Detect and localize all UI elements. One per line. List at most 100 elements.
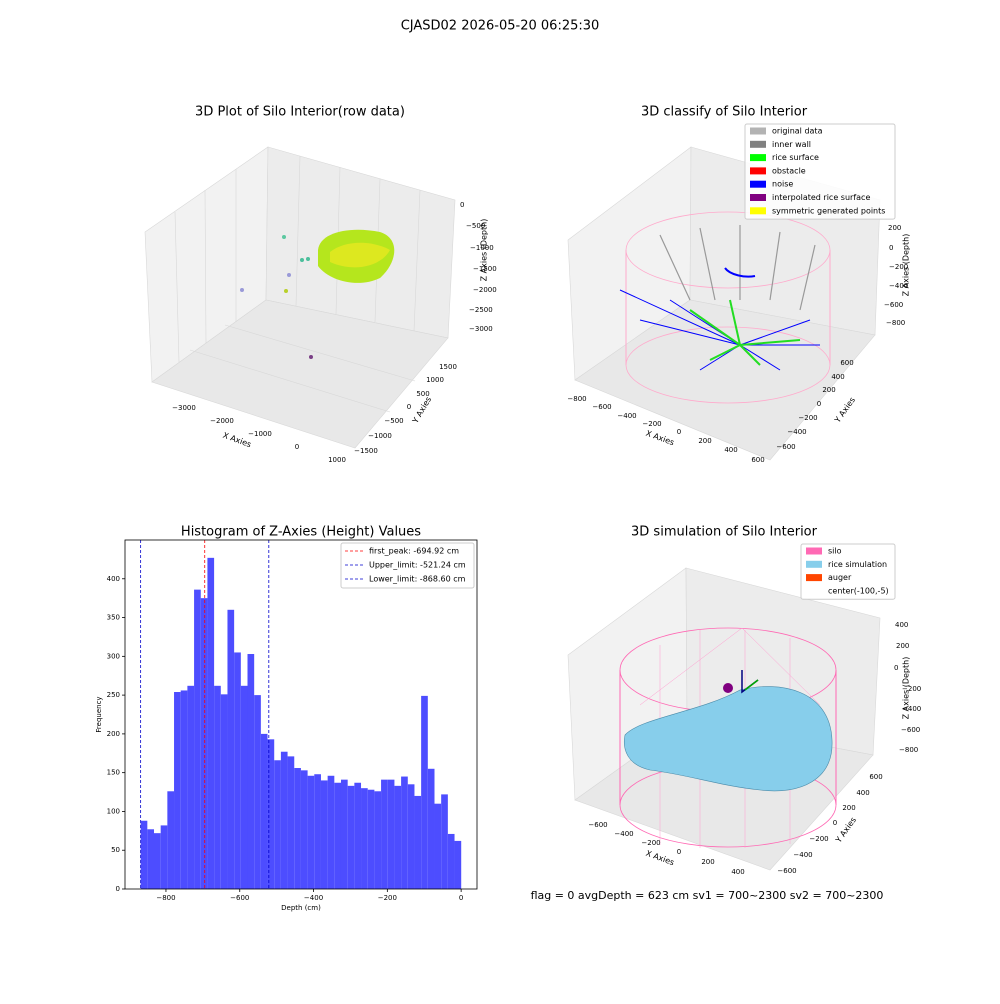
y-tick-label: 350: [107, 614, 120, 622]
x-tick-label: −400: [614, 830, 633, 838]
legend-box: [744, 123, 896, 220]
histogram-bar: [267, 739, 275, 889]
z-tick-label: −400: [889, 282, 908, 290]
y-tick-label: 400: [107, 575, 120, 583]
histogram-bar: [194, 589, 201, 889]
histogram-bar: [381, 779, 388, 889]
histogram-bar: [387, 779, 395, 889]
legend-label: obstacle: [772, 166, 806, 175]
y-tick-label: 1500: [439, 363, 457, 371]
z-tick-label: −200: [902, 685, 921, 693]
z-tick-label: 0: [894, 664, 898, 672]
y-tick-label: −400: [787, 428, 806, 436]
z-tick-label: −1000: [470, 244, 494, 252]
histogram-bar: [454, 840, 462, 889]
legend-swatch: [806, 574, 822, 582]
histogram-bar: [254, 695, 261, 889]
z-tick-label: 200: [888, 224, 901, 232]
subplot-title: Histogram of Z-Axies (Height) Values: [181, 525, 421, 540]
z-tick-label: −600: [901, 726, 920, 734]
z-tick-label: −600: [884, 301, 903, 309]
histogram-bar: [347, 785, 355, 889]
point-cloud: [240, 229, 395, 359]
y-tick-label: 600: [840, 359, 853, 367]
y-tick-label: 0: [833, 819, 837, 827]
histogram-bar: [367, 789, 375, 889]
histogram-bar: [174, 692, 181, 889]
y-tick-label: 50: [111, 846, 120, 854]
subplot-title: 3D simulation of Silo Interior: [631, 525, 818, 540]
legend-label: rice simulation: [828, 560, 887, 569]
y-tick-label: 200: [822, 386, 835, 394]
histogram-bar: [414, 795, 422, 889]
status-text: flag = 0 avgDepth = 623 cm sv1 = 700~230…: [531, 889, 884, 902]
legend-swatch: [750, 207, 766, 215]
y-tick-label: −200: [809, 835, 828, 843]
y-tick-label: 200: [842, 804, 855, 812]
histogram-bar: [427, 768, 435, 889]
histogram-bar: [401, 776, 408, 889]
histogram-bar: [421, 695, 428, 889]
legend-label: Lower_limit: -868.60 cm: [369, 575, 466, 584]
histogram-bar: [287, 756, 295, 889]
y-tick-label: −400: [793, 851, 812, 859]
x-tick-label: 400: [724, 446, 737, 454]
histogram-bar: [374, 791, 382, 889]
y-tick-label: −600: [777, 867, 796, 875]
z-axis-label: Z Axies (Depth): [480, 219, 489, 282]
z-tick-label: −2000: [473, 286, 497, 294]
histogram-bar: [340, 779, 348, 889]
x-tick-label: −200: [641, 839, 660, 847]
y-tick-label: 500: [416, 390, 429, 398]
x-tick-label: 0: [677, 428, 681, 436]
x-tick-label: −800: [567, 395, 586, 403]
y-tick-label: 400: [831, 373, 844, 381]
x-tick-label: −600: [588, 821, 607, 829]
y-tick-label: 250: [107, 691, 120, 699]
legend-label: rice surface: [772, 153, 819, 162]
histogram-bar: [227, 609, 235, 889]
x-tick-label: −200: [378, 894, 397, 902]
subplot-title: 3D classify of Silo Interior: [641, 105, 808, 120]
x-tick-label: 0: [459, 894, 463, 902]
legend-label: original data: [772, 127, 823, 136]
z-tick-label: −800: [899, 746, 918, 754]
histogram-bar: [234, 652, 241, 889]
histogram-bar: [441, 794, 448, 889]
z-tick-label: 400: [895, 621, 908, 629]
legend-label: symmetric generated points: [772, 206, 885, 215]
y-tick-label: −600: [776, 443, 795, 451]
x-tick-label: −2000: [210, 417, 234, 425]
z-tick-label: −1500: [473, 265, 497, 273]
legend-box: [800, 543, 896, 600]
histogram-bar: [187, 685, 195, 889]
histogram-bar: [240, 685, 248, 889]
histogram-bar: [300, 770, 308, 889]
histogram-bar: [200, 598, 208, 889]
z-tick-label: −3000: [469, 325, 493, 333]
histogram-bar: [334, 782, 341, 889]
z-axis-label: Z Axies (Depth): [902, 657, 911, 720]
x-tick-label: 0: [295, 443, 299, 451]
legend-swatch: [806, 560, 822, 568]
histogram-bar: [274, 760, 281, 889]
legend-label: silo: [828, 547, 842, 556]
z-tick-label: −2500: [469, 306, 493, 314]
x-tick-label: 200: [701, 858, 714, 866]
legend-label: interpolated rice surface: [772, 193, 870, 202]
legend-label: inner wall: [772, 140, 811, 149]
histogram-bar: [154, 833, 161, 889]
y-tick-label: −500: [384, 417, 403, 425]
legend-swatch: [750, 180, 766, 188]
y-axis-label: Frequency: [95, 696, 103, 732]
histogram-bar: [220, 694, 228, 889]
x-tick-label: 400: [731, 868, 744, 876]
legend-swatch: [750, 167, 766, 175]
histogram-bar: [167, 791, 175, 889]
histogram-bar: [447, 833, 455, 889]
y-tick-label: 0: [116, 885, 120, 893]
histogram-bar: [394, 785, 402, 889]
x-tick-label: −600: [592, 403, 611, 411]
z-tick-label: 0: [889, 244, 893, 252]
histogram-bar: [361, 788, 368, 889]
